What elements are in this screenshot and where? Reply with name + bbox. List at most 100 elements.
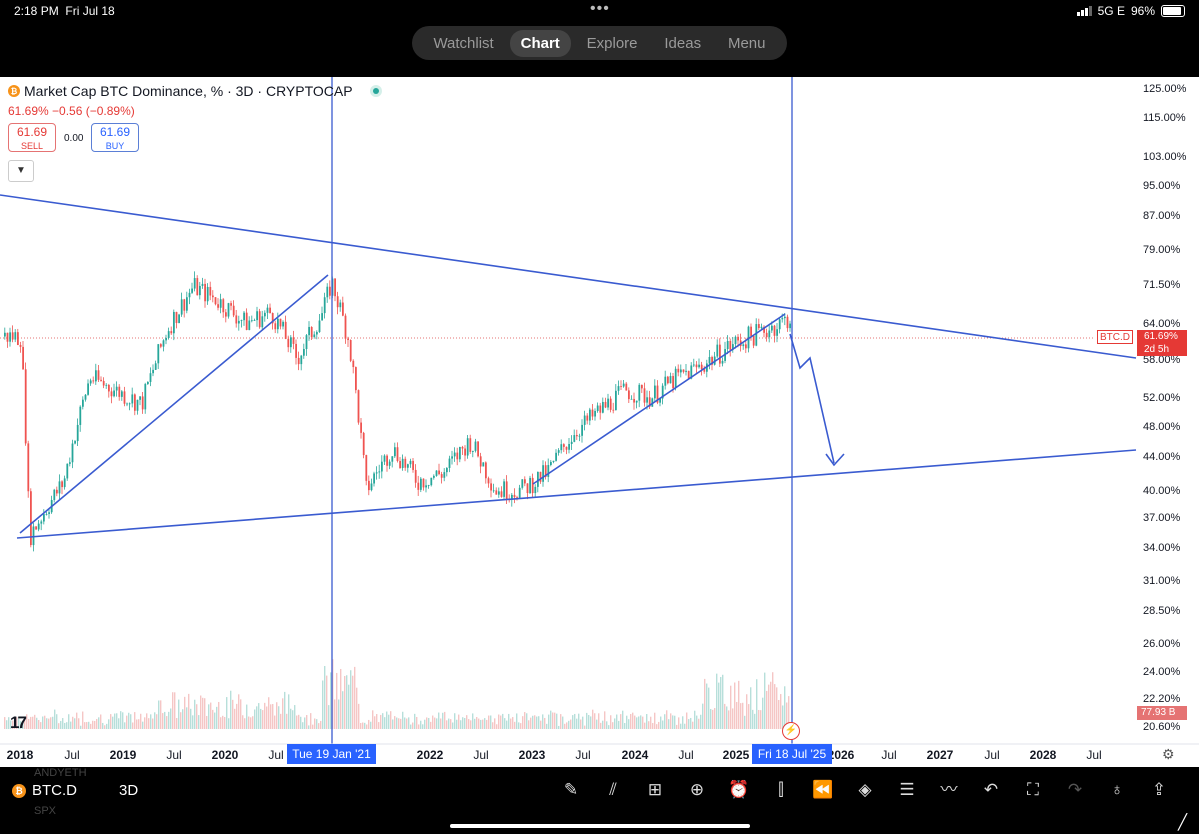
tradingview-logo[interactable]: 17 <box>10 713 27 732</box>
alert-clock-icon[interactable]: ⏰ <box>728 780 750 799</box>
resolution-selector[interactable]: 3D <box>119 782 139 799</box>
volume-bar <box>148 718 150 729</box>
candle-body <box>526 483 529 494</box>
volume-bar <box>412 722 414 729</box>
draw-icon[interactable]: ✎ <box>563 780 579 799</box>
candle-body <box>53 489 56 501</box>
candle-body <box>622 383 625 387</box>
candle-body <box>589 409 591 421</box>
multitask-dots-icon[interactable]: ••• <box>590 0 610 17</box>
sell-button[interactable]: 61.69 SELL <box>8 123 56 152</box>
candle-body <box>630 398 633 400</box>
undo-icon[interactable]: ↶ <box>983 780 999 799</box>
idea-icon[interactable]: ♁ <box>1110 780 1124 799</box>
trend-icon[interactable]: 〰 <box>940 780 958 799</box>
chart-legend[interactable]: ₿ Market Cap BTC Dominance, % · 3D · CRY… <box>8 83 379 99</box>
share-icon[interactable]: ⇪ <box>1151 780 1167 799</box>
volume-bar <box>612 722 614 729</box>
apple-pencil-icon[interactable]: ╱ <box>1178 814 1188 831</box>
candle-body <box>212 295 214 298</box>
replay-icon[interactable]: ⏪ <box>812 780 834 799</box>
tab-watchlist[interactable]: Watchlist <box>433 34 494 52</box>
volume-bar <box>40 722 42 729</box>
candle-body <box>563 444 565 447</box>
volume-bar <box>782 705 784 729</box>
candle-body <box>347 338 349 341</box>
volume-bar <box>442 712 444 729</box>
tab-explore[interactable]: Explore <box>586 34 638 52</box>
candle-body <box>261 316 264 328</box>
fullscreen-icon[interactable]: ⛶ <box>1027 780 1039 799</box>
volume-bar <box>198 715 200 729</box>
candle-body <box>175 311 178 323</box>
volume-bar <box>254 709 256 729</box>
volume-bar <box>742 702 744 729</box>
home-indicator[interactable] <box>450 824 750 828</box>
volume-bar <box>622 710 624 729</box>
candle-body <box>708 356 711 364</box>
candle-body <box>719 344 721 364</box>
indicators-icon[interactable]: ⫽ <box>609 780 617 799</box>
candle-body <box>552 460 555 462</box>
candle-body <box>316 332 318 335</box>
lightning-icon[interactable]: ⚡ <box>782 722 800 740</box>
buy-button[interactable]: 61.69 BUY <box>91 123 139 152</box>
y-tick-label: 87.00% <box>1143 210 1181 222</box>
candle-body <box>482 462 485 467</box>
volume-bar <box>762 697 764 729</box>
volume-bar <box>714 708 716 729</box>
chart-area[interactable]: 125.00% 115.00% 103.00% 95.00% 87.00% 79.00% 7… <box>0 77 1199 767</box>
volume-bar <box>422 724 424 729</box>
redo-icon[interactable]: ↷ <box>1067 780 1083 799</box>
gear-icon[interactable]: ⚙ <box>1162 746 1175 762</box>
volume-bar <box>228 718 230 729</box>
candle-body <box>284 321 287 339</box>
y-tick-label: 37.00% <box>1143 512 1181 524</box>
tab-ideas[interactable]: Ideas <box>664 34 702 52</box>
candle-body <box>407 464 409 468</box>
candle-body <box>469 438 472 452</box>
candle-body <box>292 337 295 344</box>
volume-bar <box>378 722 380 729</box>
candle-body <box>336 296 339 308</box>
candle-body <box>477 441 479 457</box>
layers-icon[interactable]: ◈ <box>858 780 872 799</box>
layout-grid-icon[interactable]: ⊞ <box>647 780 663 799</box>
candle-body <box>524 479 526 484</box>
volume-bar <box>708 687 710 729</box>
chart-type-icon[interactable]: ⫿ <box>778 780 784 799</box>
settings-sliders-icon[interactable]: ☰ <box>899 780 915 799</box>
volume-bar <box>118 718 120 729</box>
volume-bar <box>504 718 506 729</box>
volume-bar <box>172 692 174 729</box>
candle-body <box>357 390 360 423</box>
volume-bar <box>32 716 34 729</box>
volume-bar <box>634 715 636 729</box>
price-chart[interactable]: 125.00% 115.00% 103.00% 95.00% 87.00% 79.00% 7… <box>0 77 1199 767</box>
volume-bar <box>66 722 68 729</box>
symbol-selector[interactable]: ₿ BTC.D <box>12 782 77 799</box>
tab-chart[interactable]: Chart <box>509 29 571 57</box>
candle-body <box>170 331 173 334</box>
volume-bar <box>594 713 596 729</box>
candle-body <box>451 456 453 459</box>
volume-bar <box>730 685 732 729</box>
tab-menu[interactable]: Menu <box>727 34 766 52</box>
candle-body <box>440 474 443 478</box>
volume-bar <box>598 713 600 729</box>
volume-bar <box>526 713 528 729</box>
volume-bar <box>286 713 288 729</box>
candle-body <box>71 443 74 463</box>
volume-bar <box>646 714 648 729</box>
candle-body <box>425 485 427 488</box>
add-icon[interactable]: ⊕ <box>689 780 705 799</box>
volume-bar <box>678 717 680 729</box>
y-tick-label: 103.00% <box>1143 151 1187 163</box>
candle-body <box>375 472 378 474</box>
candle-body <box>87 383 89 395</box>
volume-bar <box>664 714 666 729</box>
chevron-down-icon[interactable]: ▼ <box>8 160 34 182</box>
volume-bar <box>214 712 216 729</box>
candle-body <box>240 320 243 321</box>
candle-body <box>763 326 765 333</box>
